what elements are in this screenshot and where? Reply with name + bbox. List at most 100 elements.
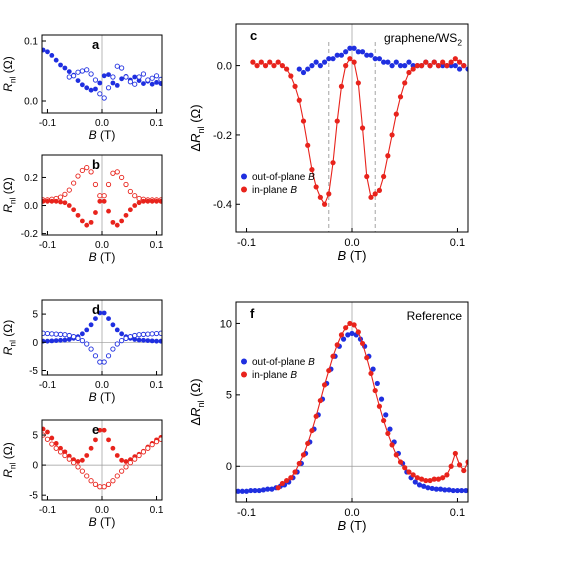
data-point (57, 449, 64, 455)
data-point (239, 488, 245, 494)
data-point (127, 188, 133, 195)
data-point (101, 484, 107, 490)
data-point (429, 485, 435, 492)
data-point (93, 316, 98, 322)
data-point (114, 453, 120, 458)
series-blue-open (66, 63, 162, 101)
data-point (75, 335, 81, 341)
data-point (105, 481, 112, 487)
data-point (110, 346, 116, 352)
data-point (62, 452, 68, 459)
data-point (132, 81, 138, 87)
data-point (427, 63, 433, 69)
data-point (114, 327, 120, 333)
data-point (145, 338, 151, 344)
data-point (338, 83, 345, 89)
data-point (79, 337, 85, 344)
data-point (75, 78, 81, 83)
data-point (97, 427, 103, 433)
y-tick-label: -0.4 (213, 199, 232, 211)
x-tick-label: 0.0 (95, 505, 109, 516)
data-point (45, 198, 50, 204)
data-point (368, 52, 374, 58)
data-point (92, 353, 99, 359)
data-point (387, 426, 393, 432)
data-point (414, 63, 420, 69)
data-point (389, 63, 395, 69)
data-point (359, 125, 366, 131)
data-point (45, 49, 50, 55)
data-point (158, 198, 162, 204)
data-point (114, 169, 120, 175)
data-point (305, 66, 311, 72)
data-point (62, 332, 68, 338)
data-point (300, 452, 307, 458)
data-point (149, 442, 155, 448)
data-point (376, 56, 383, 62)
data-point (58, 337, 63, 343)
data-point (119, 218, 125, 224)
data-point (397, 94, 404, 100)
data-point (465, 66, 468, 72)
data-point (321, 59, 328, 65)
panel-d: -0.1 0.0 0.1 -5 0 5 B (T) Rnl (Ω) d (1, 299, 164, 404)
data-point (435, 63, 442, 69)
x-tick-label: -0.1 (237, 237, 256, 249)
data-point (296, 66, 302, 72)
data-point (450, 487, 456, 494)
data-point (101, 73, 107, 79)
data-point (154, 198, 159, 204)
data-point (351, 322, 357, 328)
data-point (75, 173, 81, 179)
data-point (114, 83, 120, 88)
data-point (355, 329, 361, 335)
data-point (140, 449, 147, 455)
data-point (75, 212, 81, 218)
data-point (372, 387, 378, 394)
data-point (381, 59, 387, 65)
data-point (456, 462, 463, 468)
x-axis-label: B (T) (89, 515, 116, 529)
data-point (305, 440, 311, 447)
data-point (252, 487, 258, 494)
data-point (45, 338, 50, 344)
x-tick-label: 0.1 (150, 118, 164, 129)
data-point (309, 427, 315, 434)
data-point (321, 382, 328, 388)
data-point (149, 331, 155, 337)
data-point (326, 191, 332, 197)
data-point (433, 486, 439, 492)
data-point (88, 219, 94, 225)
data-point (84, 85, 90, 91)
data-point (127, 460, 133, 466)
data-point (334, 342, 340, 348)
data-point (62, 65, 68, 71)
data-point (406, 69, 412, 76)
data-point (309, 63, 315, 69)
data-point (123, 464, 129, 470)
panel-label: a (92, 37, 100, 52)
data-point (389, 442, 395, 448)
data-point (62, 449, 68, 455)
data-point (105, 85, 112, 91)
data-point (92, 481, 99, 487)
data-point (372, 56, 378, 62)
data-point (79, 468, 85, 474)
data-point (106, 72, 111, 77)
data-point (149, 198, 155, 204)
data-point (53, 441, 59, 446)
y-axis-label: Rnl (Ω) (1, 56, 18, 92)
data-point (110, 170, 116, 176)
panel-annotation: Reference (407, 309, 463, 323)
data-point (355, 80, 361, 86)
x-axis-label: B (T) (338, 248, 367, 263)
data-point (425, 485, 431, 491)
legend-marker (241, 358, 247, 365)
data-point (123, 335, 129, 341)
data-point (79, 68, 85, 74)
data-point (49, 331, 55, 337)
data-point (84, 67, 90, 73)
data-point (389, 132, 395, 138)
data-point (97, 193, 103, 199)
